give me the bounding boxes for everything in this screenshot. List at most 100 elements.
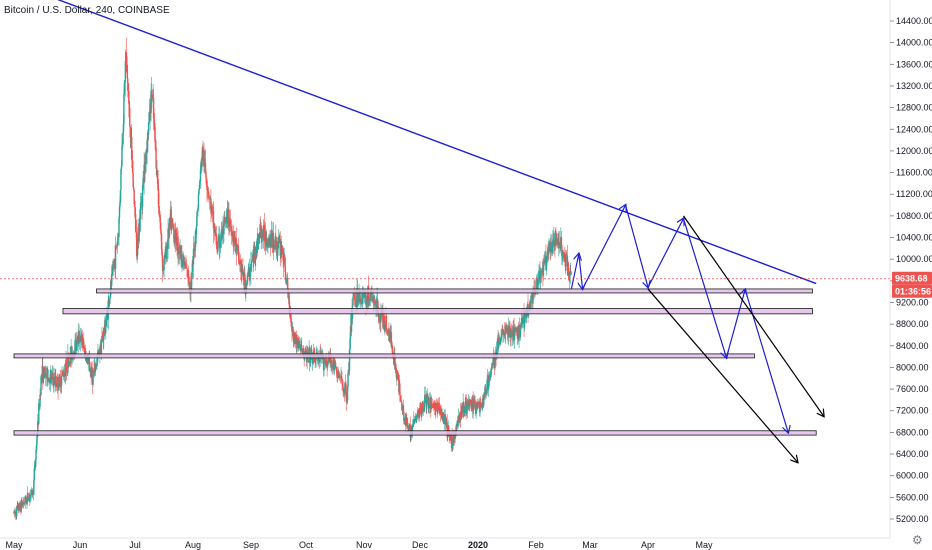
candle [23,496,25,506]
candle [221,229,224,245]
y-tick-label: 6400.00 [896,449,929,459]
candle [341,378,344,387]
candle [570,265,572,274]
support-zone[interactable] [13,353,755,359]
channel-line[interactable] [647,288,798,462]
candle [502,329,505,343]
resistance-trendline[interactable] [14,0,817,285]
candle [434,401,436,415]
candle [500,329,502,340]
candle [132,180,135,192]
candle [44,365,47,386]
x-tick-label: Jul [129,540,141,550]
candle [115,243,117,252]
candle [374,297,376,307]
y-tick-label: 8400.00 [896,341,929,351]
candle [256,238,258,259]
candle [247,263,250,277]
candle [331,357,333,375]
candle [235,227,238,266]
candle [63,364,66,383]
candle [480,403,482,408]
projection-arrow[interactable] [725,289,745,358]
support-zone[interactable] [96,288,813,294]
candle [204,149,207,175]
y-tick-label: 10800.00 [896,211,932,221]
candle [560,231,563,246]
candle [81,330,84,351]
support-zone[interactable] [62,308,813,315]
candle [92,368,94,388]
candle [136,235,139,260]
candle [95,364,98,370]
candle [57,373,59,401]
countdown-badge [892,284,932,298]
candle [127,89,129,97]
candle [406,412,408,429]
candle [569,262,571,285]
candle [110,265,113,291]
candle [225,208,228,228]
candle [238,252,240,262]
candle [80,328,83,349]
support-zones-layer [13,288,817,436]
y-tick-label: 5200.00 [896,514,929,524]
candle [27,497,30,502]
candle [420,402,422,415]
projection-arrow[interactable] [570,254,578,290]
candle [499,338,502,345]
x-tick-label: Jun [73,540,88,550]
candle [48,378,51,391]
projection-arrow[interactable] [624,204,648,287]
candle [489,371,491,382]
candle [83,332,85,353]
candle [65,358,68,381]
gear-icon[interactable]: ⚙ [912,533,923,547]
candle [101,327,103,343]
support-zone[interactable] [13,430,817,436]
candle [408,422,410,431]
candle [161,252,164,282]
candle [31,488,34,498]
projection-arrow[interactable] [682,218,726,358]
candle [111,263,113,283]
candle [444,409,446,418]
candle [439,397,441,416]
candle [535,274,538,291]
projection-arrow[interactable] [579,253,583,289]
candle [123,80,126,102]
candle [570,270,572,276]
time-axis[interactable]: May Jun Jul Aug Sep Oct Nov Dec 2020 Feb Mar Apr May [5,540,713,550]
x-tick-label: Nov [356,540,373,550]
candle [138,209,141,236]
candle [119,190,122,204]
x-tick-label: Aug [185,540,201,550]
projection-arrow[interactable] [582,205,626,290]
y-tick-label: 12000.00 [896,146,932,156]
candle [144,152,146,182]
candle [89,366,91,377]
candle [177,229,179,266]
candle [102,331,104,343]
candle [422,400,424,414]
candle [523,314,526,332]
candle [151,89,154,99]
candle [451,437,454,452]
price-axis[interactable]: 5200.00 5600.00 6000.00 6400.00 6800.00 7200.… [890,16,932,524]
candle [388,322,390,335]
candle [280,235,282,263]
candle [51,370,53,386]
candle [135,219,138,260]
candle [559,244,561,249]
projection-arrow[interactable] [647,219,683,288]
candle [490,369,492,375]
candle [150,83,152,122]
candle [518,317,521,337]
candle [565,250,567,275]
candle [437,399,439,415]
y-tick-label: 11200.00 [896,189,932,199]
candle [30,489,32,501]
x-tick-label: Dec [412,540,429,550]
channel-line[interactable] [682,215,823,416]
